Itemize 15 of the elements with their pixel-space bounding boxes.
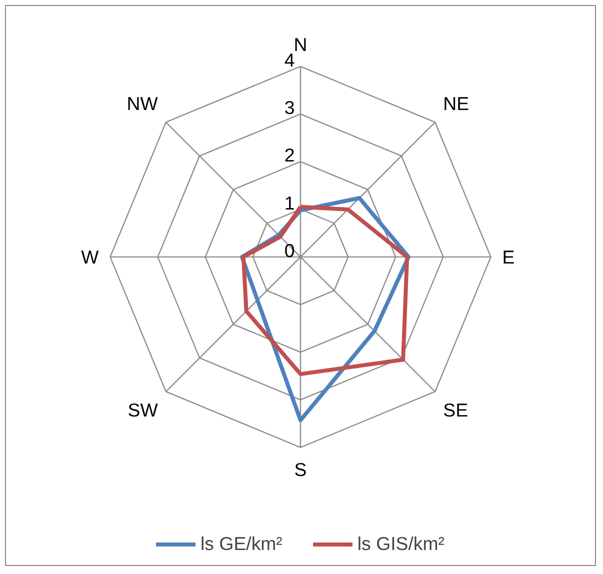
y-tick-label: 0 <box>284 240 295 261</box>
spoke-label: NE <box>443 93 470 114</box>
spoke-label: SE <box>443 400 468 421</box>
y-tick-label: 1 <box>284 192 295 214</box>
y-tick-label: 4 <box>284 49 295 70</box>
spoke-label: SW <box>128 400 158 421</box>
spoke-label: E <box>502 246 515 268</box>
spoke-label: N <box>294 34 308 56</box>
y-tick-label: 3 <box>284 97 295 118</box>
legend-label: ls GE/km² <box>200 533 282 555</box>
spoke-label: S <box>294 458 307 480</box>
spoke-label: NW <box>126 93 158 114</box>
y-tick-label: 2 <box>284 144 295 166</box>
spoke-label: W <box>81 246 100 268</box>
legend-label: ls GIS/km² <box>357 533 444 555</box>
